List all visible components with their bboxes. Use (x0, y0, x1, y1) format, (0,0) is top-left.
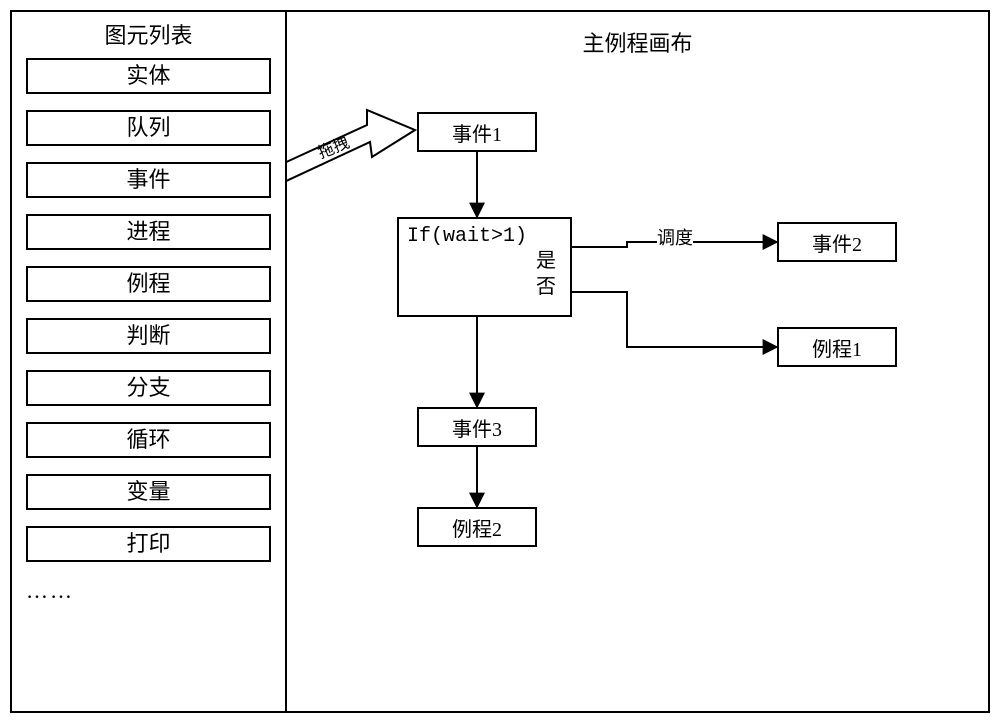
palette-item-judge[interactable]: 判断 (26, 318, 271, 354)
node-routine1-label: 例程1 (812, 333, 862, 362)
palette-item-print[interactable]: 打印 (26, 526, 271, 562)
palette-sidebar: 图元列表 实体 队列 事件 进程 例程 判断 分支 循环 变量 打印 …… (12, 12, 287, 711)
node-event1[interactable]: 事件1 (417, 112, 537, 152)
palette-item-entity[interactable]: 实体 (26, 58, 271, 94)
node-routine2[interactable]: 例程2 (417, 507, 537, 547)
node-event2[interactable]: 事件2 (777, 222, 897, 262)
node-event3[interactable]: 事件3 (417, 407, 537, 447)
palette-item-variable[interactable]: 变量 (26, 474, 271, 510)
node-decision[interactable]: If(wait>1) 是 否 (397, 217, 572, 317)
palette-item-process[interactable]: 进程 (26, 214, 271, 250)
palette-item-routine[interactable]: 例程 (26, 266, 271, 302)
edge-label-dispatch: 调度 (657, 224, 693, 250)
node-event2-label: 事件2 (812, 228, 862, 257)
palette-more: …… (26, 578, 285, 604)
decision-condition: If(wait>1) (407, 225, 562, 248)
node-routine2-label: 例程2 (452, 513, 502, 542)
drag-arrow-icon (287, 110, 415, 182)
edge-decision-routine1 (572, 292, 777, 347)
decision-no: 否 (407, 274, 556, 300)
node-event3-label: 事件3 (452, 413, 502, 442)
canvas-title: 主例程画布 (287, 12, 988, 58)
palette-item-branch[interactable]: 分支 (26, 370, 271, 406)
node-event1-label: 事件1 (452, 118, 502, 147)
palette-item-event[interactable]: 事件 (26, 162, 271, 198)
decision-yes: 是 (407, 248, 556, 274)
palette-item-queue[interactable]: 队列 (26, 110, 271, 146)
palette-item-loop[interactable]: 循环 (26, 422, 271, 458)
drag-label: 拖拽 (314, 129, 353, 163)
main-canvas[interactable]: 主例程画布 拖拽 (287, 12, 988, 711)
app-frame: 图元列表 实体 队列 事件 进程 例程 判断 分支 循环 变量 打印 …… 主例… (10, 10, 990, 713)
palette-title: 图元列表 (12, 12, 285, 58)
node-routine1[interactable]: 例程1 (777, 327, 897, 367)
